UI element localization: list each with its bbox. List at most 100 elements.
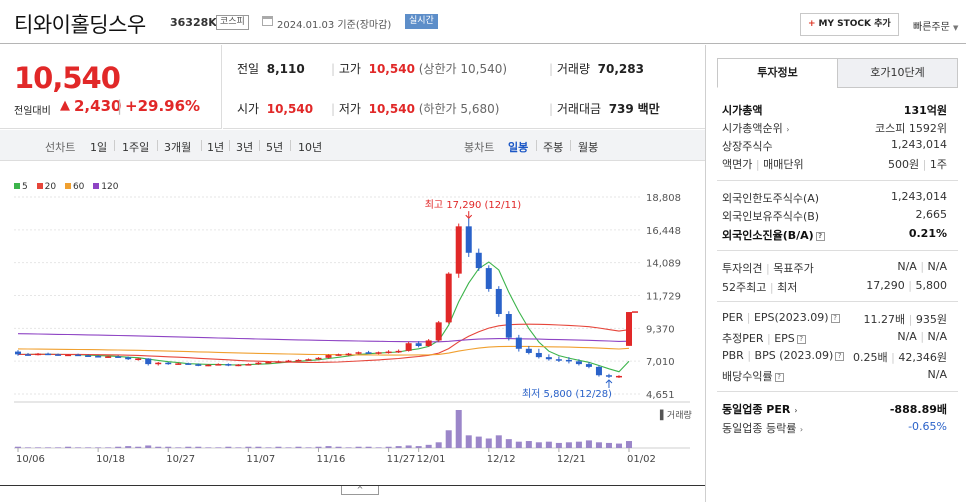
open-price: 시가 10,540 <box>237 102 314 116</box>
candle-body <box>225 364 232 366</box>
volume-bar <box>185 446 192 448</box>
candle-body <box>355 352 362 354</box>
candle-body <box>615 375 622 378</box>
candle-body <box>575 361 582 365</box>
ma-line-20 <box>18 323 630 363</box>
legend-ma120: 120 <box>93 182 118 192</box>
realtime-button[interactable]: 실시간 <box>405 14 438 29</box>
candle-body <box>535 352 542 358</box>
x-tick-label: 10/18 <box>96 454 125 465</box>
opinion-row: 투자의견 | 목표주가 N/A | N/A <box>722 260 947 275</box>
period-3y[interactable]: 3년 <box>236 141 254 154</box>
market-cap-rank-row[interactable]: 시가총액순위 › 코스피 1592위 <box>722 122 947 135</box>
my-stock-add-button[interactable]: + MY STOCK 추가 <box>800 13 899 36</box>
volume-bar <box>505 439 512 448</box>
volume-bar <box>575 441 582 448</box>
plus-icon: + <box>808 19 816 29</box>
volume-bar <box>305 447 312 448</box>
help-icon[interactable]: ? <box>830 314 840 323</box>
help-icon[interactable]: ? <box>774 373 784 382</box>
volume-bar <box>115 446 122 448</box>
candle-body <box>605 375 612 377</box>
volume-bar <box>105 447 112 448</box>
volume-bar <box>625 441 633 448</box>
candle-body <box>95 356 102 358</box>
volume-bar <box>315 446 322 448</box>
volume-bar <box>485 438 492 448</box>
help-icon[interactable]: ? <box>835 352 845 361</box>
candle-body <box>75 354 82 357</box>
candle-body <box>445 273 452 323</box>
y-tick-label: 4,651 <box>646 390 675 401</box>
candle-body <box>215 364 222 366</box>
candle-chart-label: 봉차트 <box>464 141 495 154</box>
foreign-limit-row: 외국인한도주식수(A) 1,243,014 <box>722 190 947 205</box>
volume-bar <box>515 441 522 448</box>
candle-body <box>335 354 342 356</box>
y-tick-label: 18,808 <box>646 193 681 204</box>
candle-daily[interactable]: 일봉 <box>508 141 529 154</box>
volume-bar <box>135 446 142 448</box>
volume-bar <box>215 447 222 448</box>
period-3m[interactable]: 3개월 <box>164 141 192 154</box>
volume-bar <box>555 442 562 448</box>
volume-bar <box>385 446 392 448</box>
x-tick-label: 12/21 <box>557 454 586 465</box>
candle-body <box>245 364 252 366</box>
volume-bar <box>595 442 602 448</box>
collapse-button[interactable]: ^ <box>341 486 379 495</box>
week52-row: 52주최고 | 최저 17,290 | 5,800 <box>722 279 947 294</box>
candle-body <box>235 364 242 367</box>
y-tick-label: 9,370 <box>646 324 675 335</box>
volume-bar <box>14 446 22 448</box>
stock-candle-chart[interactable]: 18,808 16,448 14,089 11,729 9,370 7,010 4,651 ▌… <box>0 180 705 470</box>
industry-rate-row[interactable]: 동일업종 등락률 › -0.65% <box>722 420 947 435</box>
help-icon[interactable]: ? <box>796 335 806 344</box>
legend-ma20: 20 <box>36 182 56 192</box>
volume-bar <box>355 446 362 448</box>
prev-compare-label: 전일대비 <box>14 106 51 117</box>
y-tick-label: 11,729 <box>646 292 681 303</box>
quick-order-button[interactable]: 빠른주문 ▼ <box>913 18 958 33</box>
volume-bar <box>345 447 352 448</box>
period-5y[interactable]: 5년 <box>266 141 284 154</box>
candle-body <box>325 355 332 358</box>
candle-body <box>555 359 562 361</box>
tab-investment-info[interactable]: 투자정보 <box>717 58 838 88</box>
dividend-row: 배당수익률? N/A <box>722 368 947 383</box>
volume-bar <box>615 443 622 448</box>
candle-body <box>295 359 302 362</box>
y-tick-label: 7,010 <box>646 357 675 368</box>
est-per-row: 추정PER | EPS? N/A | N/A <box>722 330 947 345</box>
candle-monthly[interactable]: 월봉 <box>578 141 599 154</box>
candle-body <box>595 366 602 376</box>
help-icon[interactable]: ? <box>815 232 825 241</box>
volume-bar <box>35 447 42 448</box>
volume-bar <box>25 447 32 448</box>
industry-per-row[interactable]: 동일업종 PER › -888.89배 <box>722 403 947 416</box>
candle-weekly[interactable]: 주봉 <box>543 141 564 154</box>
tab-orderbook-10[interactable]: 호가10단계 <box>837 58 958 88</box>
candle-body <box>455 226 462 274</box>
candle-body <box>185 363 192 365</box>
volume-bar <box>375 447 382 448</box>
candle-body <box>275 361 282 363</box>
candle-body <box>435 322 442 341</box>
candle-body <box>405 343 412 351</box>
up-arrow-icon: ▲ <box>60 98 70 113</box>
period-1w[interactable]: 1주일 <box>122 141 150 154</box>
volume-bar <box>465 435 472 448</box>
period-10y[interactable]: 10년 <box>298 141 323 154</box>
candle-body <box>65 354 72 357</box>
candle-body <box>375 352 382 354</box>
info-tabs: 투자정보 호가10단계 <box>717 58 958 88</box>
volume-bar <box>265 447 272 448</box>
candle-body <box>155 362 162 365</box>
low-arrowhead <box>605 379 613 384</box>
volume-bar <box>605 442 612 448</box>
period-1y[interactable]: 1년 <box>207 141 225 154</box>
x-tick-label: 12/01 <box>417 454 446 465</box>
period-1d[interactable]: 1일 <box>90 141 108 154</box>
volume-bar <box>495 435 502 448</box>
volume-bar <box>455 410 462 448</box>
